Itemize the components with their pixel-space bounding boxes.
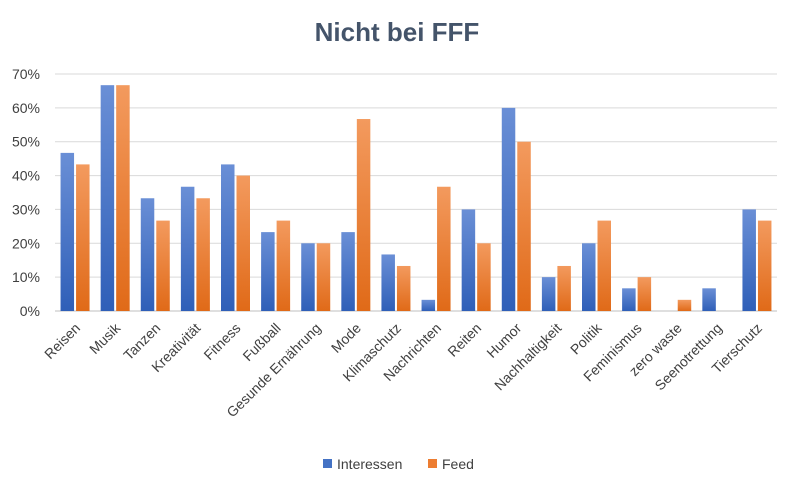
y-tick-label: 10%: [12, 269, 40, 285]
bar-interessen-6: [301, 243, 315, 311]
x-tick-label: Fitness: [200, 320, 243, 363]
bar-interessen-10: [461, 209, 476, 311]
legend-swatch-feed: [428, 459, 437, 468]
bar-feed-12: [557, 265, 571, 311]
x-tick-label: Musik: [86, 319, 124, 357]
bar-feed-0: [76, 164, 90, 311]
bars: [60, 85, 772, 312]
bar-interessen-14: [622, 288, 636, 311]
legend-swatch-interessen: [323, 459, 332, 468]
bar-feed-15: [677, 299, 692, 311]
y-tick-label: 70%: [12, 66, 40, 82]
gridlines: [55, 73, 777, 312]
x-tick-label: Mode: [328, 320, 364, 356]
bar-interessen-2: [140, 198, 155, 311]
bar-interessen-12: [541, 277, 556, 311]
bar-feed-5: [276, 220, 291, 311]
bar-feed-11: [517, 141, 531, 311]
bar-interessen-5: [261, 232, 275, 311]
bar-feed-1: [116, 85, 130, 312]
bar-interessen-1: [100, 85, 115, 312]
legend-label-feed: Feed: [442, 456, 474, 472]
bar-feed-13: [597, 220, 611, 311]
y-tick-label: 60%: [12, 100, 40, 116]
bar-interessen-8: [381, 254, 395, 311]
bar-interessen-3: [180, 186, 195, 311]
bar-feed-17: [757, 220, 772, 311]
chart-title: Nicht bei FFF: [315, 17, 480, 47]
bar-interessen-11: [501, 107, 516, 311]
bar-feed-6: [316, 243, 331, 311]
bar-interessen-7: [341, 232, 355, 311]
legend: Interessen Feed: [323, 456, 474, 472]
y-tick-label: 0%: [20, 303, 40, 319]
bar-feed-9: [437, 186, 451, 311]
bar-interessen-17: [742, 209, 756, 311]
x-tick-label: Reisen: [41, 320, 83, 362]
bar-feed-2: [156, 220, 170, 311]
bar-interessen-9: [421, 299, 436, 311]
y-tick-label: 30%: [12, 201, 40, 217]
y-axis-ticks: 0% 10% 20% 30% 40% 50% 60% 70%: [12, 66, 40, 319]
bar-feed-10: [477, 243, 491, 311]
x-axis-ticks: Reisen MusikTanzenKreativitätFitnessFußba…: [41, 319, 765, 420]
bar-interessen-13: [582, 243, 596, 311]
legend-label-interessen: Interessen: [337, 456, 402, 472]
bar-feed-3: [196, 198, 210, 311]
bar-interessen-16: [702, 288, 716, 311]
y-tick-label: 20%: [12, 235, 40, 251]
y-tick-label: 40%: [12, 168, 40, 184]
x-tick-label: Reiten: [444, 320, 484, 360]
bar-feed-7: [356, 119, 371, 311]
bar-interessen-4: [221, 164, 235, 311]
bar-feed-8: [396, 265, 411, 311]
bar-interessen-0: [60, 152, 75, 311]
x-tick-label: Politik: [567, 319, 605, 357]
bar-feed-4: [236, 175, 250, 311]
bar-feed-14: [637, 277, 652, 311]
y-tick-label: 50%: [12, 134, 40, 150]
